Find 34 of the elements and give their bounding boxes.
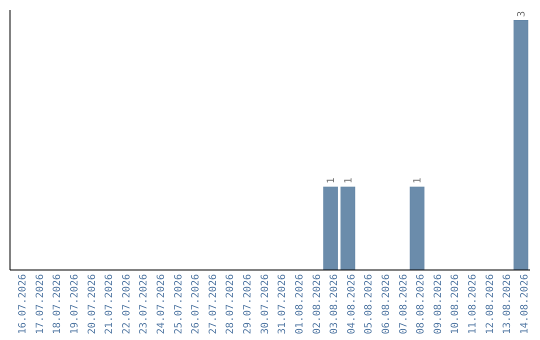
x-tick-label: 06.08.2026 (380, 274, 392, 334)
x-tick-label: 01.08.2026 (294, 274, 306, 334)
x-tick-label: 12.08.2026 (484, 274, 496, 334)
x-tick-label: 18.07.2026 (52, 274, 64, 334)
x-tick-label: 27.07.2026 (208, 274, 219, 334)
x-tick-label: 07.08.2026 (398, 274, 410, 334)
x-tick-label: 11.08.2026 (468, 274, 478, 334)
x-tick-label: 21.07.2026 (104, 274, 116, 334)
x-tick-label: 26.07.2026 (190, 274, 202, 334)
x-tick-label: 04.08.2026 (346, 274, 358, 334)
x-tick-label: 20.07.2026 (86, 274, 98, 334)
data-label: 1 (412, 178, 424, 184)
x-tick-label: 25.07.2026 (173, 274, 184, 334)
x-tick-label: 22.07.2026 (121, 274, 132, 334)
x-tick-label: 14.08.2026 (519, 274, 530, 334)
x-tick-label: 29.07.2026 (242, 274, 254, 334)
x-tick-label: 28.07.2026 (225, 274, 236, 334)
x-tick-label: 23.07.2026 (138, 274, 150, 334)
data-label: 1 (343, 178, 354, 184)
x-tick-label: 30.07.2026 (260, 274, 271, 334)
x-tick-label: 17.07.2026 (34, 274, 46, 334)
x-tick-label: 08.08.2026 (416, 274, 427, 334)
x-tick-label: 10.08.2026 (450, 274, 462, 334)
x-tick-label: 05.08.2026 (364, 274, 375, 334)
x-tick-label: 24.07.2026 (156, 274, 168, 334)
x-tick-label: 13.08.2026 (502, 274, 514, 334)
x-tick-label: 31.07.2026 (277, 274, 288, 334)
x-tick-label: 19.07.2026 (70, 274, 80, 334)
x-tick-label: 02.08.2026 (312, 274, 323, 334)
data-label: 1 (326, 178, 338, 184)
x-tick-label: 03.08.2026 (329, 274, 340, 334)
x-tick-label: 09.08.2026 (432, 274, 444, 334)
x-tick-label: 16.07.2026 (18, 274, 29, 334)
data-label: 3 (516, 10, 528, 17)
